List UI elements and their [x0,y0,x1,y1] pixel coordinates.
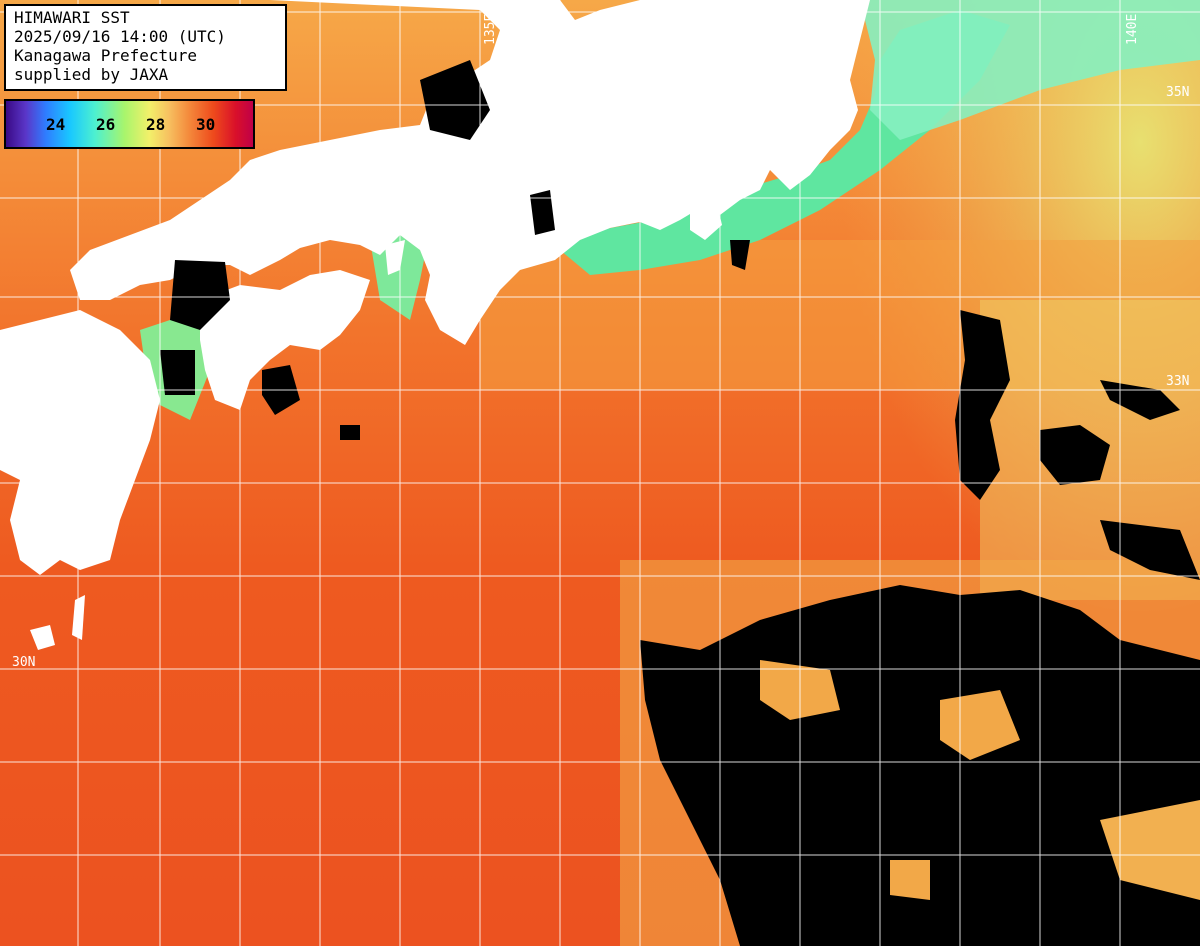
land-izu [690,195,722,240]
cloud-seto [170,260,230,330]
legend-color-bar [6,101,253,147]
land-kyushu [0,310,160,575]
legend-tick-28: 28 [146,115,166,134]
temperature-legend: 24 26 28 30 [4,99,255,149]
legend-tick-26: 26 [96,115,116,134]
cloud-kii [530,190,555,235]
title-line-organization: Kanagawa Prefecture [14,46,198,65]
title-line-product: HIMAWARI SST [14,8,130,27]
land-tanegashima [30,625,55,650]
cloud-small-2 [730,240,750,270]
lat-label-30n: 30N [12,655,35,670]
cloud-east-33n [955,310,1010,500]
cloud-honshu-north [420,60,490,140]
legend-tick-30: 30 [196,115,216,134]
lon-label-140e: 140E [1125,14,1140,45]
cloud-east-south [1100,520,1200,580]
land-honshu [70,0,870,345]
cloud-bungo [160,350,195,395]
sea-patch-4 [1100,800,1200,900]
sea-patch-3 [890,860,930,900]
title-line-datetime: 2025/09/16 14:00 (UTC) [14,27,226,46]
lat-label-33n: 33N [1166,374,1189,389]
cloud-small-1 [340,425,360,440]
lat-label-35n: 35N [1166,85,1189,100]
title-line-credit: supplied by JAXA [14,65,169,84]
lon-label-135e: 135E [483,14,498,45]
legend-tick-24: 24 [46,115,66,134]
cloud-east-blob [1040,425,1110,485]
land-shikoku [200,270,370,410]
title-box: HIMAWARI SST 2025/09/16 14:00 (UTC) Kana… [4,4,287,91]
